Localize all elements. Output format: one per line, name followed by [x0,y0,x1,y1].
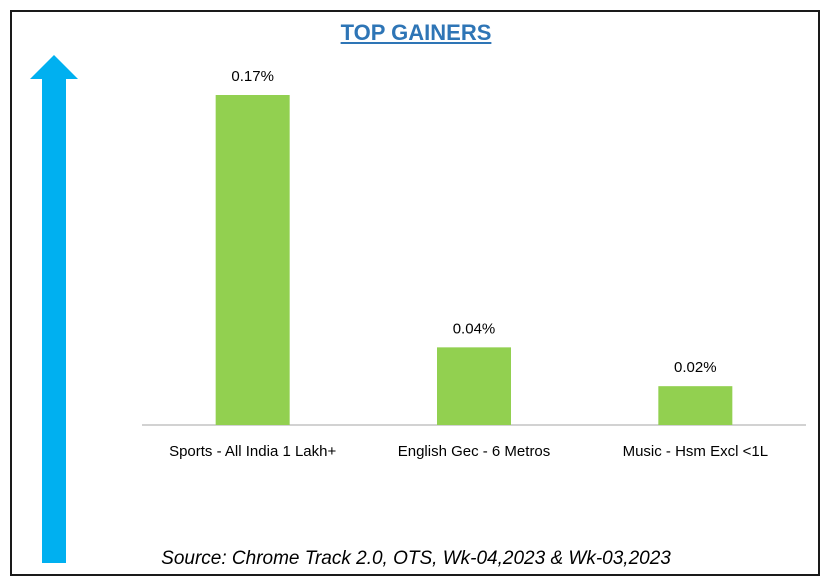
chart-frame [10,10,820,576]
source-note: Source: Chrome Track 2.0, OTS, Wk-04,202… [161,548,671,569]
category-label: English Gec - 6 Metros [398,443,551,460]
data-label: 0.04% [453,320,496,337]
category-label: Sports - All India 1 Lakh+ [169,443,336,460]
bar [215,95,290,425]
bar [437,347,511,425]
up-arrow-icon [30,55,78,563]
data-label: 0.17% [231,68,274,85]
bar [658,386,733,425]
chart-title: TOP GAINERS [340,20,492,45]
category-label: Music - Hsm Excl <1L [623,443,768,460]
data-label: 0.02% [674,359,717,376]
